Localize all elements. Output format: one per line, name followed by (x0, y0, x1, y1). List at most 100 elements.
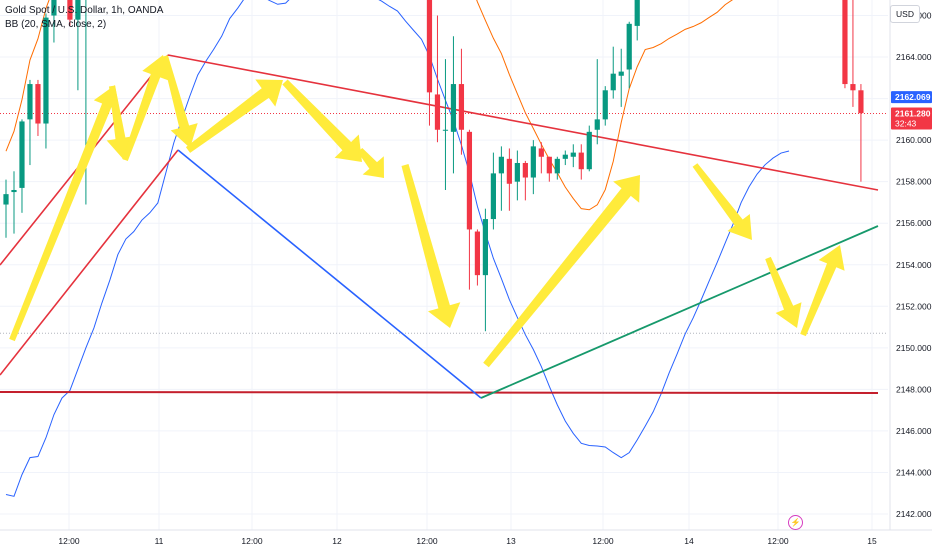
candle-body (570, 152, 576, 157)
candle (458, 48, 465, 155)
price-label-text: 2162.069 (895, 92, 931, 102)
arrow-down-1 (106, 85, 135, 160)
candle-body (51, 0, 57, 16)
price-label (891, 107, 932, 130)
y-tick-label: 2150.000 (896, 343, 932, 353)
candle (466, 129, 473, 290)
candle (450, 36, 457, 174)
arrow-up-1 (9, 85, 120, 342)
candle (538, 142, 544, 174)
candle-body (426, 0, 433, 93)
candle (498, 146, 504, 211)
candle-body (538, 148, 544, 157)
candle-body (562, 154, 568, 159)
candle-body (458, 84, 465, 130)
arrow-down-3 (282, 79, 362, 162)
arrow-up-2 (122, 55, 169, 161)
candle (530, 140, 536, 195)
candle (19, 119, 25, 213)
candle (514, 150, 520, 201)
countdown-text: 32:43 (895, 119, 917, 129)
arrow-down-5 (401, 164, 461, 328)
x-tick-label: 15 (867, 536, 877, 546)
candle (434, 15, 441, 143)
price-label-text: 2161.280 (895, 109, 931, 119)
bb-lower-line (5, 0, 790, 497)
candle (602, 86, 608, 126)
lightning-icon[interactable]: ⚡ (788, 515, 803, 530)
candle-body (27, 84, 33, 120)
trend-red-descending (167, 54, 879, 191)
candles (3, 0, 864, 332)
trend-lines (0, 54, 888, 399)
arrow-up-4 (483, 175, 640, 368)
candle (594, 59, 600, 145)
candle-body (858, 90, 864, 114)
candle-body (3, 194, 9, 205)
candle-body (634, 0, 640, 26)
candle (562, 150, 568, 166)
x-tick-label: 12:00 (241, 536, 263, 546)
y-tick-label: 2156.000 (896, 218, 932, 228)
candle (51, 0, 57, 43)
candle (67, 0, 73, 26)
y-tick-label: 2160.000 (896, 135, 932, 145)
candle-body (610, 73, 616, 91)
candle-body (578, 152, 584, 170)
candle-body (626, 23, 632, 70)
annotation-arrows (9, 55, 845, 368)
candle (426, 0, 433, 126)
candle (3, 179, 9, 238)
trend-green (480, 225, 879, 399)
candle (578, 144, 584, 180)
y-tick-label: 2152.000 (896, 301, 932, 311)
arrow-up-3 (185, 79, 283, 153)
candle-body (434, 94, 441, 130)
y-tick-label: 2142.000 (896, 509, 932, 519)
candle-body (466, 131, 473, 230)
symbol-title: Gold Spot / U.S. Dollar, 1h, OANDA (5, 5, 164, 16)
y-tick-label: 2154.000 (896, 260, 932, 270)
x-tick-label: 12:00 (592, 536, 614, 546)
candle-body (474, 231, 481, 276)
candle (634, 0, 640, 41)
trend-red-lower (0, 149, 179, 376)
candle (11, 171, 17, 234)
indicator-legend: BB (20, SMA, close, 2) (5, 19, 107, 30)
candle-body (43, 17, 49, 124)
candle (85, 0, 87, 205)
candle-body (546, 156, 552, 174)
candle (586, 125, 592, 172)
arrow-down-6 (692, 163, 752, 240)
candle-body (482, 219, 488, 276)
candle-body (586, 131, 592, 170)
candle-body (75, 0, 81, 20)
candle-body (554, 158, 560, 174)
x-tick-label: 12 (332, 536, 342, 546)
arrow-down-2 (162, 55, 198, 149)
price-label (891, 91, 932, 104)
currency-button[interactable]: USD (890, 5, 920, 23)
x-tick-label: 12:00 (58, 536, 80, 546)
y-tick-label: 2158.000 (896, 177, 932, 187)
candle-body (842, 0, 848, 85)
candle-body (35, 84, 41, 124)
x-tick-label: 12:00 (416, 536, 438, 546)
candle-body (594, 119, 600, 130)
candle-body (498, 156, 504, 174)
trend-blue (177, 149, 482, 399)
candle-body (522, 162, 528, 178)
arrow-down-4 (357, 148, 384, 178)
y-tick-label: 2144.000 (896, 467, 932, 477)
candle (850, 0, 856, 107)
candle (442, 59, 449, 190)
arrow-down-7 (765, 256, 802, 328)
candle-body (11, 189, 17, 193)
y-tick-label: 2164.000 (896, 52, 932, 62)
arrow-up-5 (800, 245, 845, 337)
x-tick-label: 13 (506, 536, 516, 546)
candle (554, 156, 560, 180)
candle (570, 144, 576, 168)
